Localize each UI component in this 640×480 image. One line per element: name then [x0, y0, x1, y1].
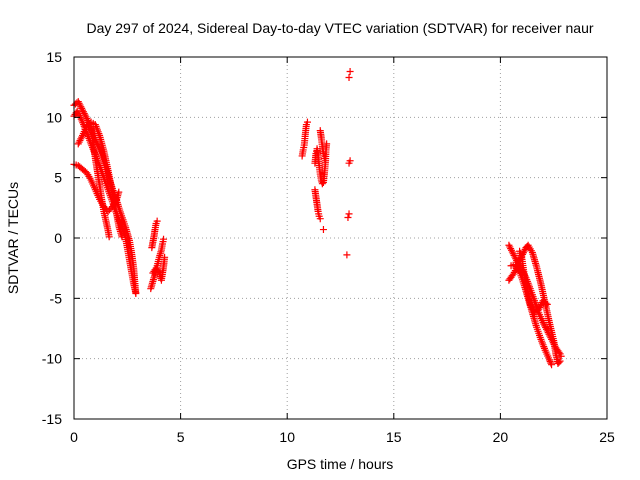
data-point-marker [319, 226, 327, 234]
data-point-marker [506, 243, 514, 251]
data-point-marker [546, 357, 554, 365]
data-point-marker [303, 118, 311, 126]
data-point-marker [545, 356, 553, 364]
data-point-marker [541, 322, 549, 330]
data-point-marker [540, 320, 548, 328]
data-point-marker [78, 104, 86, 112]
data-point-marker [527, 302, 535, 310]
data-point-marker [115, 188, 123, 196]
data-point-marker [539, 318, 547, 326]
data-point-marker [507, 245, 515, 253]
data-point-marker [154, 267, 162, 275]
data-point-marker [77, 135, 85, 143]
data-point-marker [118, 233, 126, 241]
data-point-marker [344, 213, 352, 221]
data-point-marker [161, 253, 169, 261]
chart-title: Day 297 of 2024, Sidereal Day-to-day VTE… [86, 20, 593, 36]
x-tick-label: 20 [493, 429, 509, 445]
data-point-marker [526, 300, 534, 308]
data-point-marker [76, 137, 84, 145]
axis-ticks [73, 56, 608, 420]
y-tick-labels: -15 -10 -5 0 5 10 15 [42, 49, 62, 427]
x-axis-label: GPS time / hours [287, 456, 394, 472]
y-tick-label: 5 [54, 170, 62, 186]
data-point-marker [535, 305, 543, 313]
x-tick-label: 15 [386, 429, 402, 445]
data-point-marker [510, 251, 518, 259]
data-point-marker [346, 157, 354, 165]
data-point-marker [79, 106, 87, 114]
data-point-marker [511, 253, 519, 261]
data-point-marker [345, 210, 353, 218]
data-point-marker [77, 103, 85, 111]
data-point-marker [528, 304, 536, 312]
y-axis-label: SDTVAR / TECUs [5, 182, 21, 294]
y-tick-label: -5 [50, 290, 63, 306]
data-point-marker [505, 241, 513, 249]
x-tick-labels: 0 5 10 15 20 25 [70, 429, 615, 445]
data-point-marker [160, 235, 168, 243]
data-point-marker [346, 67, 354, 75]
data-point-marker [132, 290, 140, 298]
data-point-marker [507, 246, 515, 254]
data-point-marker [321, 154, 329, 162]
data-point-marker [548, 361, 556, 369]
data-point-marker [542, 325, 550, 333]
y-tick-label: -15 [42, 411, 62, 427]
data-points [70, 67, 565, 369]
data-point-marker [78, 133, 86, 141]
data-point-marker [79, 108, 87, 116]
data-point-marker [509, 250, 517, 258]
data-point-marker [318, 180, 326, 188]
y-tick-label: 15 [46, 49, 62, 65]
y-tick-label: 10 [46, 109, 62, 125]
y-tick-label: -10 [42, 351, 62, 367]
data-point-marker [536, 304, 544, 312]
data-point-marker [74, 140, 82, 148]
data-point-marker [105, 233, 113, 241]
data-point-marker [536, 302, 544, 310]
data-point-marker [543, 300, 551, 308]
y-tick-label: 0 [54, 230, 62, 246]
data-point-marker [345, 74, 353, 82]
data-point-marker [74, 98, 82, 106]
data-point-marker [542, 324, 550, 332]
x-tick-label: 25 [599, 429, 615, 445]
data-point-marker [556, 357, 564, 365]
data-point-marker [316, 215, 324, 223]
x-tick-label: 5 [177, 429, 185, 445]
data-point-marker [76, 101, 84, 109]
x-tick-label: 0 [70, 429, 78, 445]
data-point-marker [547, 359, 555, 367]
x-tick-label: 10 [279, 429, 295, 445]
data-point-marker [75, 138, 83, 146]
data-point-marker [75, 99, 83, 107]
grid [74, 57, 607, 419]
data-point-marker [343, 251, 351, 259]
data-point-marker [508, 248, 516, 256]
data-point-marker [542, 299, 550, 307]
data-point-marker [555, 358, 563, 366]
data-point-marker [153, 217, 161, 225]
data-point-marker [80, 109, 88, 117]
